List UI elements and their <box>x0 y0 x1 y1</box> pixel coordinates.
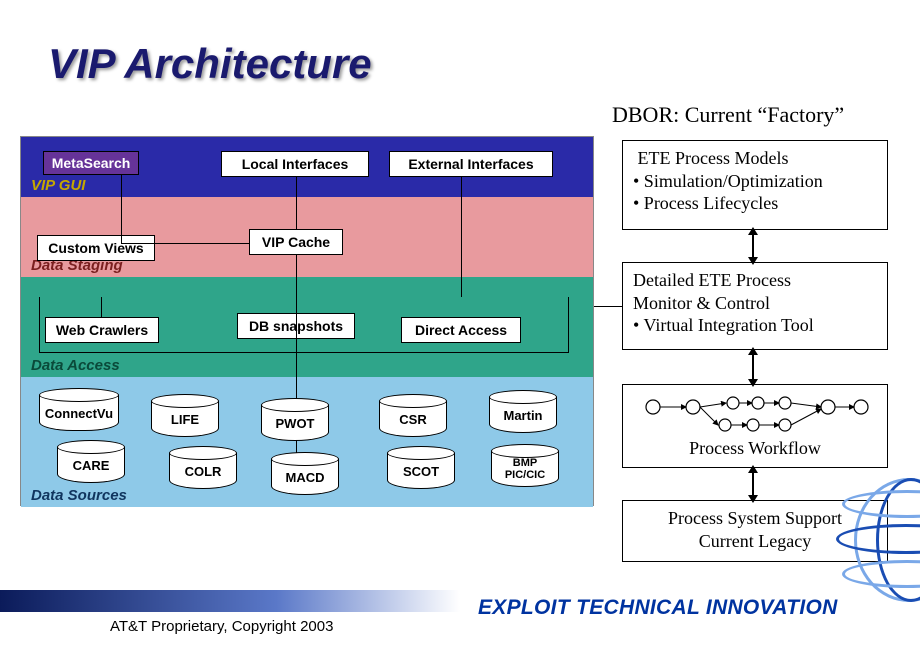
node-local-interfaces: Local Interfaces <box>221 151 369 177</box>
layer-sources: Data Sources ConnectVu LIFE PWOT CSR Mar… <box>21 377 593 507</box>
cyl-csr: CSR <box>379 401 447 437</box>
cyl-scot: SCOT <box>387 453 455 489</box>
flow-process-workflow: Process Workflow <box>622 384 888 468</box>
flow-mon-line2: Monitor & Control <box>633 292 877 315</box>
access-bracket <box>39 297 569 353</box>
connector <box>121 175 122 243</box>
flow-ete-models: ETE Process Models • Simulation/Optimiza… <box>622 140 888 230</box>
dbor-heading: DBOR: Current “Factory” <box>612 102 844 128</box>
double-arrow-icon <box>752 470 754 498</box>
flow-workflow-title: Process Workflow <box>633 437 877 460</box>
page-title: VIP Architecture <box>48 40 372 88</box>
double-arrow-icon <box>752 352 754 382</box>
connector-to-flow <box>594 306 622 307</box>
cyl-bmp: BMP PIC/CIC <box>491 451 559 487</box>
layer-access: Data Access Web Crawlers DB snapshots Di… <box>21 277 593 377</box>
cyl-life: LIFE <box>151 401 219 437</box>
cyl-macd: MACD <box>271 459 339 495</box>
layer-label-gui: VIP GUI <box>31 177 85 194</box>
layer-gui: VIP GUI MetaSearch Local Interfaces Exte… <box>21 137 593 197</box>
flow-monitor-control: Detailed ETE Process Monitor & Control •… <box>622 262 888 350</box>
globe-icon <box>832 470 920 610</box>
layer-label-access: Data Access <box>31 357 120 374</box>
cyl-pwot: PWOT <box>261 405 329 441</box>
cyl-martin: Martin <box>489 397 557 433</box>
cyl-connectvu: ConnectVu <box>39 395 119 431</box>
innovation-tagline: EXPLOIT TECHNICAL INNOVATION <box>478 596 838 620</box>
connector <box>121 243 249 244</box>
connector <box>296 177 297 229</box>
flow-ete-line3: • Process Lifecycles <box>633 192 877 215</box>
flow-ete-line2: • Simulation/Optimization <box>633 170 877 193</box>
flow-mon-line3: • Virtual Integration Tool <box>633 314 877 337</box>
node-external-interfaces: External Interfaces <box>389 151 553 177</box>
double-arrow-icon <box>752 232 754 260</box>
node-metasearch: MetaSearch <box>43 151 139 175</box>
node-custom-views: Custom Views <box>37 235 155 261</box>
gradient-bar <box>0 590 460 612</box>
layer-staging: Data Staging Custom Views VIP Cache <box>21 197 593 277</box>
flow-mon-line1: Detailed ETE Process <box>633 269 877 292</box>
node-vip-cache: VIP Cache <box>249 229 343 255</box>
connector <box>101 297 102 317</box>
footer-copyright: AT&T Proprietary, Copyright 2003 <box>110 618 333 635</box>
flow-ete-line1: ETE Process Models <box>633 147 877 170</box>
layer-label-sources: Data Sources <box>31 487 127 504</box>
workflow-graph-icon <box>633 391 873 435</box>
layers-container: VIP GUI MetaSearch Local Interfaces Exte… <box>20 136 594 506</box>
cyl-colr: COLR <box>169 453 237 489</box>
connector <box>461 177 462 297</box>
cyl-care: CARE <box>57 447 125 483</box>
